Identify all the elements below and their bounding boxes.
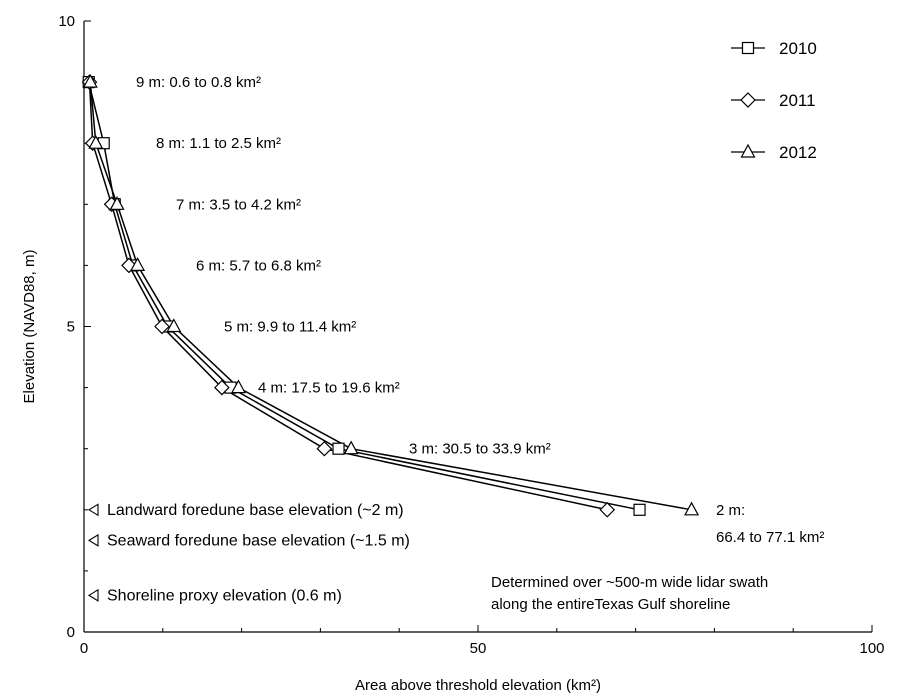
legend: 2010 2011 2012 bbox=[731, 39, 817, 162]
annotations: 9 m: 0.6 to 0.8 km² 8 m: 1.1 to 2.5 km² 7 … bbox=[136, 74, 824, 546]
data-point-2011 bbox=[214, 379, 230, 396]
legend-label-2012: 2012 bbox=[779, 143, 817, 162]
data-point-2011 bbox=[599, 501, 616, 518]
reference-label: Seaward foredune base elevation (~1.5 m) bbox=[107, 532, 410, 549]
reference-marker bbox=[87, 533, 99, 547]
reference-label: Shoreline proxy elevation (0.6 m) bbox=[107, 587, 342, 604]
reference-marker bbox=[87, 503, 99, 517]
x-tick-label: 0 bbox=[80, 640, 88, 657]
series-line-2010 bbox=[88, 81, 640, 511]
elevation-annotation: 9 m: 0.6 to 0.8 km² bbox=[136, 74, 261, 91]
data-point-2010 bbox=[633, 503, 646, 516]
legend-label-2011: 2011 bbox=[779, 91, 816, 110]
data-point-2011 bbox=[316, 440, 333, 457]
note-line-1: Determined over ~500-m wide lidar swath bbox=[491, 574, 768, 591]
x-tick-label: 50 bbox=[470, 640, 487, 657]
legend-marker-2010 bbox=[741, 41, 755, 55]
y-tick-label: 0 bbox=[67, 624, 75, 641]
elevation-annotation-line-2: 66.4 to 77.1 km² bbox=[716, 529, 824, 546]
data-point-2012 bbox=[684, 501, 700, 516]
elevation-annotation: 8 m: 1.1 to 2.5 km² bbox=[156, 135, 281, 152]
data-point-2012 bbox=[109, 196, 125, 210]
elevation-annotation: 3 m: 30.5 to 33.9 km² bbox=[409, 441, 551, 458]
y-tick-label: 5 bbox=[67, 319, 75, 336]
data-point-2010 bbox=[332, 442, 345, 455]
data-point-2012 bbox=[166, 318, 182, 333]
series-lines bbox=[88, 81, 692, 511]
tick-labels: 0 50 100 0 5 10 bbox=[58, 13, 884, 657]
legend-marker-2012 bbox=[740, 143, 756, 158]
data-point-2012 bbox=[230, 379, 246, 394]
elevation-annotation: 4 m: 17.5 to 19.6 km² bbox=[258, 380, 400, 397]
elevation-annotation: 7 m: 3.5 to 4.2 km² bbox=[176, 196, 301, 213]
elevation-annotation-line-1: 2 m: bbox=[716, 502, 745, 519]
legend-label-2010: 2010 bbox=[779, 39, 817, 58]
reference-elevations: Landward foredune base elevation (~2 m) S… bbox=[87, 502, 410, 604]
x-axis-label: Area above threshold elevation (km²) bbox=[355, 677, 601, 694]
elevation-annotation: 5 m: 9.9 to 11.4 km² bbox=[224, 319, 356, 336]
y-axis-label: Elevation (NAVD88, m) bbox=[21, 250, 38, 404]
reference-marker bbox=[87, 588, 99, 602]
note-line-2: along the entireTexas Gulf shoreline bbox=[491, 596, 730, 613]
elevation-annotation: 6 m: 5.7 to 6.8 km² bbox=[196, 257, 321, 274]
reference-label: Landward foredune base elevation (~2 m) bbox=[107, 502, 404, 519]
data-point-2012 bbox=[130, 257, 146, 271]
data-point-2012 bbox=[82, 73, 98, 88]
x-tick-label: 100 bbox=[859, 640, 884, 657]
legend-marker-2011 bbox=[740, 92, 756, 108]
series-line-2011 bbox=[88, 82, 608, 511]
data-point-2011 bbox=[154, 318, 170, 335]
series-line-2012 bbox=[89, 82, 692, 511]
y-tick-label: 10 bbox=[58, 13, 75, 30]
series-markers bbox=[81, 73, 700, 518]
data-point-2012 bbox=[88, 134, 104, 149]
data-point-2012 bbox=[343, 440, 359, 455]
